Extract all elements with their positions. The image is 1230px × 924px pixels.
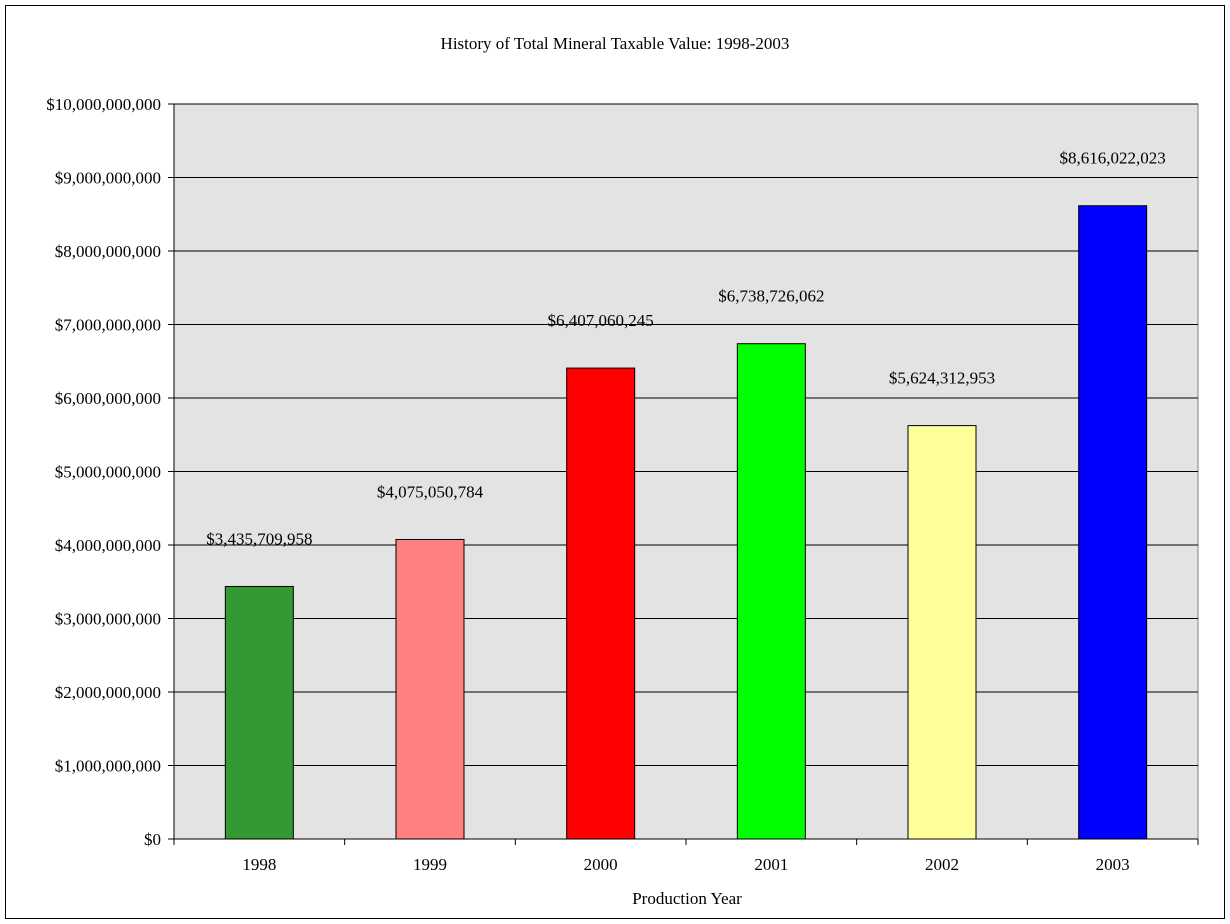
value-labels: $3,435,709,958 $4,075,050,784 $6,407,060,2… <box>206 149 1166 549</box>
y-tick-label: $10,000,000,000 <box>46 95 161 114</box>
y-tick-label: $4,000,000,000 <box>55 536 161 555</box>
data-label-2000: $6,407,060,245 <box>548 311 654 330</box>
chart-title: History of Total Mineral Taxable Value: … <box>441 34 790 53</box>
y-tick-label: $9,000,000,000 <box>55 169 161 188</box>
x-tick-label-1998: 1998 <box>242 855 276 874</box>
y-tick-label: $0 <box>144 830 161 849</box>
data-label-2003: $8,616,022,023 <box>1060 149 1166 168</box>
bar-2000 <box>566 367 636 840</box>
x-tick-label-1999: 1999 <box>413 855 447 874</box>
x-tick-label-2000: 2000 <box>584 855 618 874</box>
y-tick-label: $1,000,000,000 <box>55 757 161 776</box>
bar-2002 <box>907 425 977 840</box>
y-tick-label: $7,000,000,000 <box>55 316 161 335</box>
y-tick-label: $8,000,000,000 <box>55 242 161 261</box>
data-label-2002: $5,624,312,953 <box>889 369 995 388</box>
bar-2003 <box>1078 205 1148 840</box>
x-tick-label-2003: 2003 <box>1096 855 1130 874</box>
y-tick-label: $2,000,000,000 <box>55 683 161 702</box>
x-axis-title: Production Year <box>632 889 742 908</box>
data-label-2001: $6,738,726,062 <box>718 287 824 306</box>
y-axis: $0 $1,000,000,000 $2,000,000,000 $3,000,000… <box>46 95 175 849</box>
gridlines <box>174 103 1198 766</box>
x-axis: 1998 1999 2000 2001 2002 2003 <box>173 838 1199 874</box>
y-tick-label: $5,000,000,000 <box>55 463 161 482</box>
bar-1999 <box>395 538 465 840</box>
y-tick-label: $3,000,000,000 <box>55 610 161 629</box>
data-label-1998: $3,435,709,958 <box>206 529 312 548</box>
bar-2001 <box>736 343 806 840</box>
data-label-1999: $4,075,050,784 <box>377 482 484 501</box>
x-tick-label-2001: 2001 <box>754 855 788 874</box>
bar-1998 <box>224 585 294 840</box>
y-tick-label: $6,000,000,000 <box>55 389 161 408</box>
x-tick-label-2002: 2002 <box>925 855 959 874</box>
